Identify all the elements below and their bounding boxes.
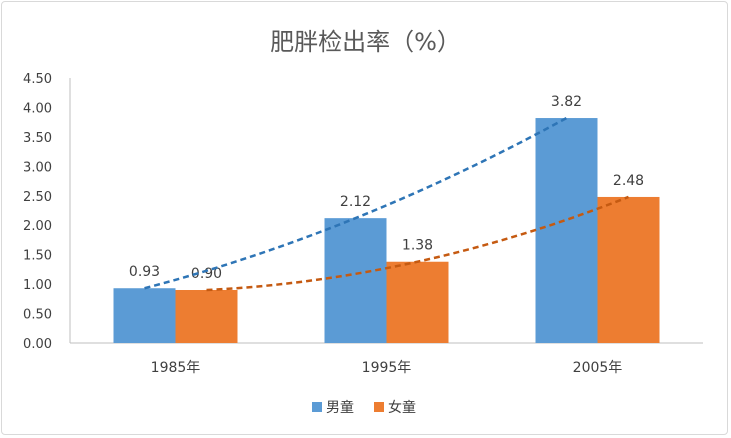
x-tick-label: 2005年 — [573, 360, 623, 376]
y-tick-label: 4.50 — [23, 72, 52, 87]
y-tick-label: 1.00 — [23, 278, 52, 293]
y-tick-label: 4.00 — [23, 101, 52, 116]
x-tick-label: 1995年 — [362, 360, 412, 376]
legend-swatch-女童 — [374, 402, 384, 412]
legend-label: 男童 — [326, 399, 354, 416]
legend-swatch-男童 — [312, 402, 322, 412]
legend-label: 女童 — [388, 399, 416, 416]
bar-女童 — [597, 196, 660, 343]
y-tick-label: 0.00 — [23, 337, 52, 352]
bar-男童 — [535, 118, 598, 344]
trendline-女童 — [206, 195, 629, 292]
data-label: 2.48 — [613, 173, 644, 189]
data-label: 1.38 — [402, 238, 433, 254]
y-tick-label: 0.50 — [23, 308, 52, 323]
y-tick-label: 3.50 — [23, 131, 52, 146]
y-tick-label: 1.50 — [23, 249, 52, 264]
data-label: 0.90 — [191, 266, 222, 282]
y-tick-label: 3.00 — [23, 160, 52, 175]
bar-男童 — [324, 218, 387, 343]
data-label: 2.12 — [340, 194, 371, 210]
trendline-男童 — [144, 116, 568, 290]
data-label: 3.82 — [551, 94, 582, 110]
data-label: 0.93 — [129, 264, 160, 280]
bar-女童 — [386, 261, 449, 343]
x-tick-label: 1985年 — [151, 360, 201, 376]
y-tick-label: 2.00 — [23, 219, 52, 234]
chart-title: 肥胖检出率（%） — [270, 28, 461, 56]
bar-男童 — [113, 288, 176, 343]
y-tick-label: 2.50 — [23, 190, 52, 205]
bar-女童 — [175, 290, 238, 343]
